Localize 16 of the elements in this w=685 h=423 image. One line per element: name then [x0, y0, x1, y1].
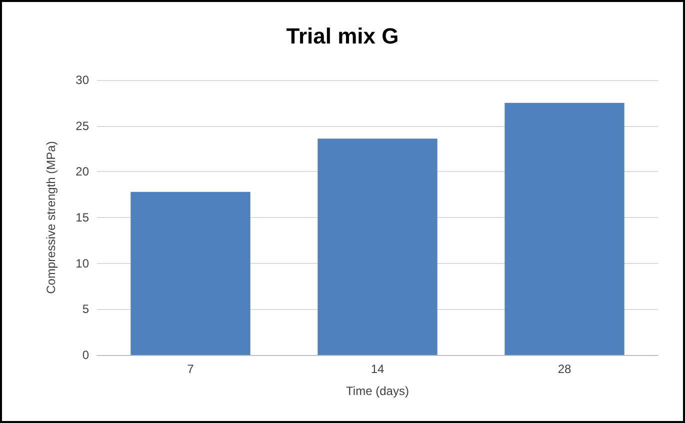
chart-title: Trial mix G [286, 24, 399, 48]
y-tick-label: 5 [82, 302, 90, 316]
y-tick-label: 20 [76, 164, 90, 179]
y-tick-label: 25 [76, 118, 90, 133]
bar [318, 138, 438, 355]
y-tick-label: 15 [76, 210, 90, 224]
y-tick-label: 0 [82, 348, 90, 362]
x-axis-title: Time (days) [346, 384, 409, 398]
x-tick-label: 28 [558, 362, 572, 376]
x-tick-label: 7 [187, 362, 194, 376]
x-tick-label: 14 [370, 362, 384, 376]
bar [504, 102, 624, 355]
y-axis-title: Compressive strength (MPa) [44, 141, 58, 294]
y-tick-label: 10 [76, 256, 90, 270]
bar [130, 192, 250, 355]
y-tick-label: 30 [76, 73, 90, 87]
